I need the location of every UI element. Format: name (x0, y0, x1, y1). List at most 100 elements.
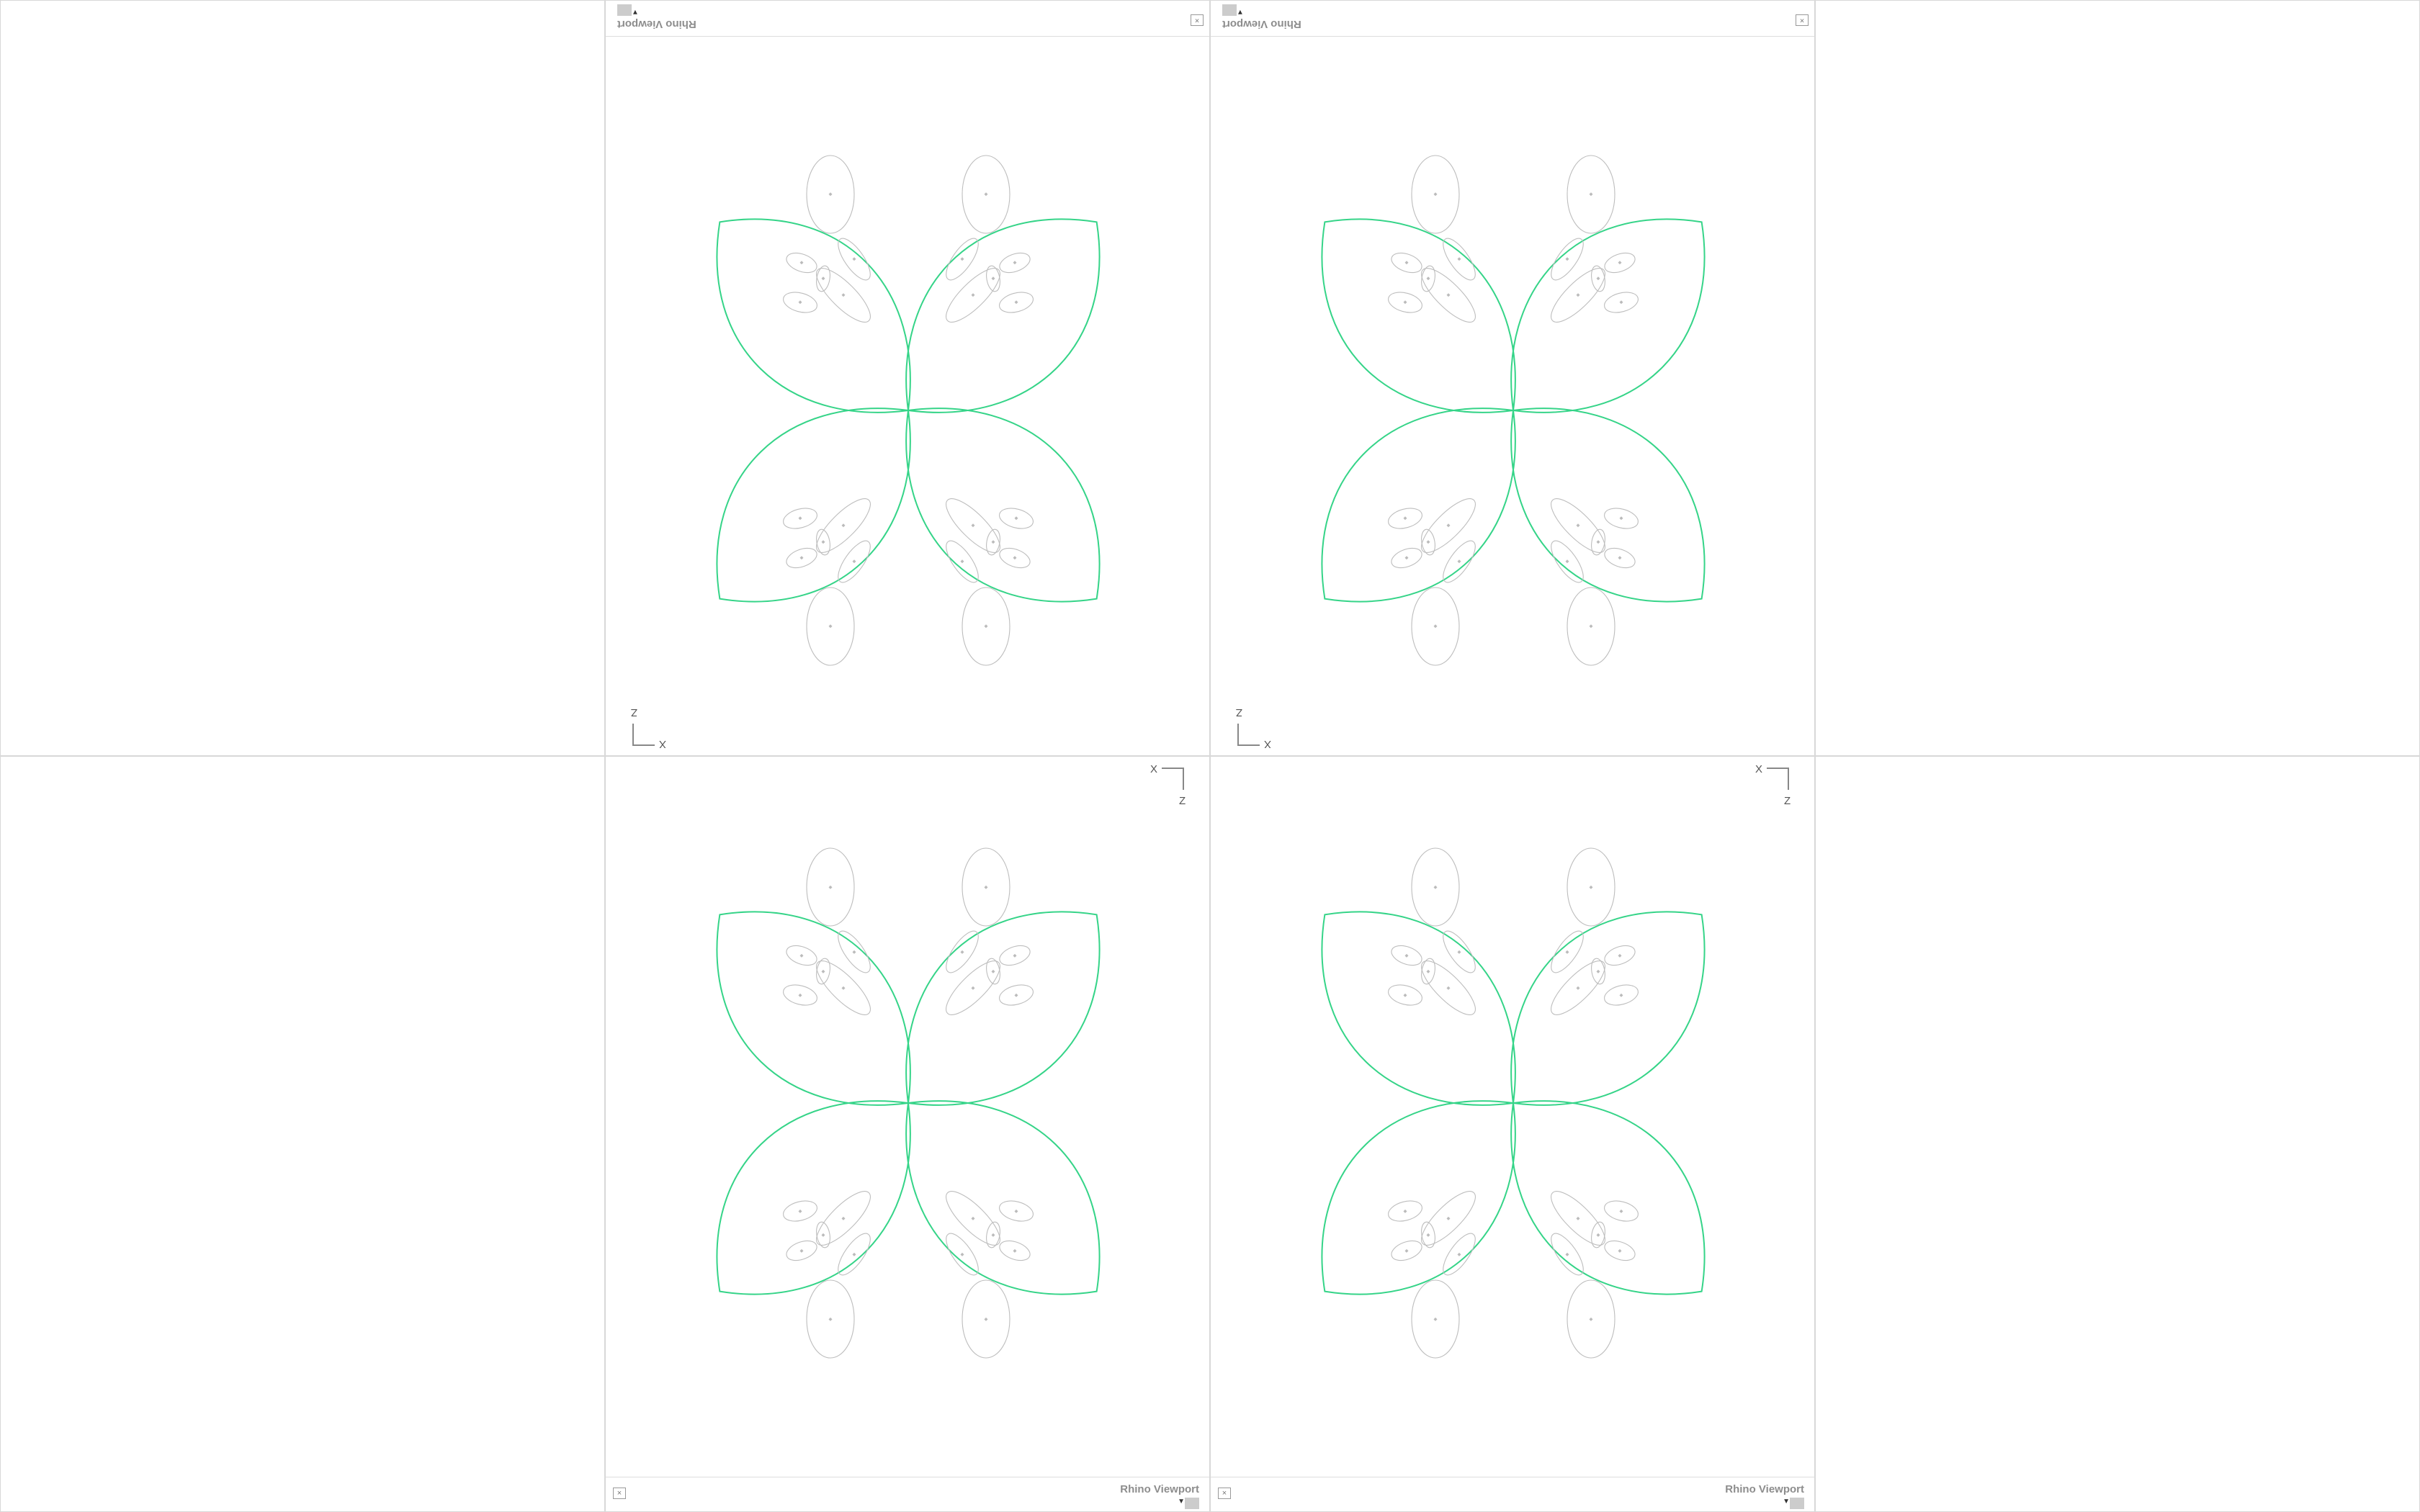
svg-text:◆: ◆ (1013, 260, 1017, 265)
svg-text:◆: ◆ (1618, 1248, 1623, 1254)
svg-text:◆: ◆ (798, 300, 802, 305)
svg-text:◆: ◆ (1457, 559, 1461, 564)
svg-text:◆: ◆ (984, 192, 988, 197)
svg-text:◆: ◆ (1576, 523, 1580, 528)
svg-text:◆: ◆ (1577, 1216, 1581, 1221)
svg-text:◆: ◆ (1589, 192, 1593, 197)
svg-text:◆: ◆ (1013, 555, 1017, 560)
svg-text:◆: ◆ (1446, 523, 1451, 528)
svg-text:◆: ◆ (1597, 1233, 1601, 1238)
svg-text:◆: ◆ (1403, 516, 1407, 521)
svg-text:◆: ◆ (799, 1209, 803, 1214)
svg-text:◆: ◆ (960, 256, 964, 261)
svg-text:◆: ◆ (1566, 1252, 1570, 1257)
svg-text:◆: ◆ (1589, 624, 1593, 629)
svg-text:◆: ◆ (1014, 300, 1018, 305)
svg-text:◆: ◆ (1590, 1317, 1594, 1322)
svg-text:◆: ◆ (1620, 993, 1624, 998)
svg-text:◆: ◆ (1596, 276, 1600, 281)
svg-text:◆: ◆ (853, 950, 857, 955)
svg-text:◆: ◆ (1015, 993, 1019, 998)
svg-text:X: X (1755, 764, 1762, 775)
svg-text:X: X (1264, 738, 1271, 750)
svg-text:◆: ◆ (1427, 969, 1431, 974)
svg-text:◆: ◆ (1427, 1233, 1431, 1238)
svg-text:◆: ◆ (1013, 1248, 1018, 1254)
svg-text:◆: ◆ (1458, 950, 1462, 955)
svg-text:◆: ◆ (853, 1252, 857, 1257)
svg-text:◆: ◆ (1403, 300, 1407, 305)
svg-text:◆: ◆ (1618, 260, 1622, 265)
svg-text:◆: ◆ (1405, 1248, 1410, 1254)
svg-text:◆: ◆ (985, 1317, 989, 1322)
svg-text:X: X (659, 738, 666, 750)
svg-text:◆: ◆ (1577, 986, 1581, 991)
svg-text:◆: ◆ (1447, 1216, 1451, 1221)
svg-text:◆: ◆ (961, 1252, 965, 1257)
svg-text:◆: ◆ (852, 559, 856, 564)
svg-text:◆: ◆ (1458, 1252, 1462, 1257)
svg-text:Z: Z (631, 706, 637, 719)
svg-text:◆: ◆ (1565, 559, 1569, 564)
svg-text:◆: ◆ (1457, 256, 1461, 261)
svg-text:◆: ◆ (1426, 539, 1430, 544)
svg-text:◆: ◆ (1597, 969, 1601, 974)
svg-text:◆: ◆ (799, 260, 804, 265)
svg-text:◆: ◆ (1433, 192, 1438, 197)
svg-text:◆: ◆ (821, 276, 825, 281)
svg-text:◆: ◆ (971, 523, 975, 528)
svg-text:◆: ◆ (992, 1233, 996, 1238)
svg-text:◆: ◆ (1015, 1209, 1019, 1214)
svg-text:◆: ◆ (972, 986, 976, 991)
svg-text:◆: ◆ (828, 624, 833, 629)
svg-text:◆: ◆ (1404, 555, 1409, 560)
svg-text:◆: ◆ (852, 256, 856, 261)
svg-text:Z: Z (1784, 795, 1791, 807)
svg-text:◆: ◆ (1566, 950, 1570, 955)
svg-text:◆: ◆ (1426, 276, 1430, 281)
svg-text:◆: ◆ (841, 523, 846, 528)
svg-text:X: X (1150, 764, 1157, 775)
svg-text:◆: ◆ (1434, 885, 1438, 890)
svg-text:◆: ◆ (971, 292, 975, 297)
svg-text:◆: ◆ (985, 885, 989, 890)
svg-text:◆: ◆ (1619, 300, 1623, 305)
svg-text:◆: ◆ (1596, 539, 1600, 544)
svg-text:◆: ◆ (822, 1233, 826, 1238)
svg-text:◆: ◆ (961, 950, 965, 955)
svg-text:◆: ◆ (1619, 516, 1623, 521)
svg-text:◆: ◆ (799, 555, 804, 560)
svg-text:◆: ◆ (1433, 624, 1438, 629)
svg-text:◆: ◆ (1404, 260, 1409, 265)
svg-text:◆: ◆ (821, 539, 825, 544)
svg-text:Z: Z (1179, 795, 1186, 807)
svg-text:◆: ◆ (1618, 953, 1623, 958)
svg-text:◆: ◆ (842, 986, 846, 991)
svg-text:◆: ◆ (972, 1216, 976, 1221)
svg-text:◆: ◆ (991, 276, 995, 281)
svg-text:◆: ◆ (829, 885, 833, 890)
svg-text:◆: ◆ (800, 953, 805, 958)
svg-text:◆: ◆ (1446, 292, 1451, 297)
svg-text:◆: ◆ (1404, 1209, 1408, 1214)
svg-text:◆: ◆ (842, 1216, 846, 1221)
svg-text:◆: ◆ (1013, 953, 1018, 958)
svg-text:◆: ◆ (1405, 953, 1410, 958)
svg-text:◆: ◆ (800, 1248, 805, 1254)
svg-text:◆: ◆ (829, 1317, 833, 1322)
svg-text:◆: ◆ (1404, 993, 1408, 998)
svg-text:◆: ◆ (1620, 1209, 1624, 1214)
svg-text:◆: ◆ (984, 624, 988, 629)
svg-text:◆: ◆ (1434, 1317, 1438, 1322)
svg-text:◆: ◆ (828, 192, 833, 197)
svg-text:Z: Z (1236, 706, 1242, 719)
svg-text:◆: ◆ (1618, 555, 1622, 560)
svg-text:◆: ◆ (992, 969, 996, 974)
svg-text:◆: ◆ (1014, 516, 1018, 521)
svg-text:◆: ◆ (1565, 256, 1569, 261)
svg-text:◆: ◆ (822, 969, 826, 974)
svg-text:◆: ◆ (799, 993, 803, 998)
svg-text:◆: ◆ (991, 539, 995, 544)
svg-text:◆: ◆ (1590, 885, 1594, 890)
svg-text:◆: ◆ (960, 559, 964, 564)
